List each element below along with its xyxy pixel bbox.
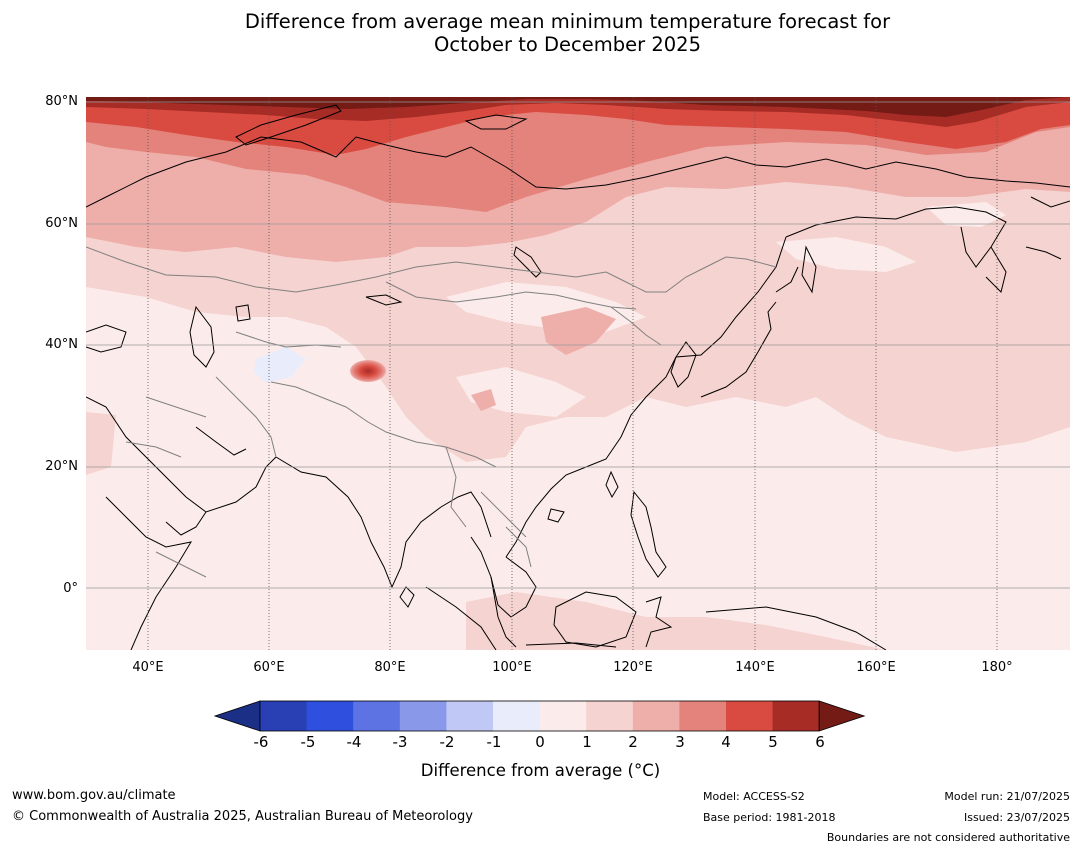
lon-label-120e: 120°E [613, 660, 653, 675]
colorbar-tick: 5 [768, 733, 778, 751]
anomaly-band-1-2-tropics [466, 592, 886, 650]
footer-copyright: © Commonwealth of Australia 2025, Austra… [12, 809, 473, 824]
colorbar-segment [493, 701, 540, 731]
colorbar-segment [306, 701, 354, 731]
coastlines [86, 104, 1070, 650]
colorbar-tick: 6 [815, 733, 825, 751]
lat-label-0: 0° [63, 581, 78, 596]
lon-label-80e: 80°E [374, 660, 406, 675]
colorbar-segment [679, 701, 727, 731]
footer-model: Model: ACCESS-S2 [703, 790, 805, 803]
colorbar-tick: 0 [535, 733, 545, 751]
anomaly-band-2-3-china [541, 307, 616, 355]
lon-label-160e: 160°E [856, 660, 896, 675]
lon-label-100e: 100°E [492, 660, 532, 675]
graticule-parallels [86, 101, 1070, 589]
colorbar-tick: -6 [253, 733, 269, 751]
lon-label-60e: 60°E [253, 660, 285, 675]
colorbar-tick: -5 [300, 733, 316, 751]
colorbar-tick: 4 [721, 733, 731, 751]
colorbar-segment [772, 701, 820, 731]
colorbar-segment [399, 701, 447, 731]
colorbar-segment [586, 701, 634, 731]
graticule-meridians [147, 97, 998, 650]
colorbar-segment [726, 701, 773, 731]
country-borders [86, 246, 777, 578]
title-line-2: October to December 2025 [434, 33, 701, 56]
colorbar-extend-high [818, 700, 866, 732]
anomaly-band-0-1-okhotsk [926, 202, 1006, 227]
footer-model-run: Model run: 21/07/2025 [944, 790, 1070, 803]
colorbar-tick: -4 [346, 733, 362, 751]
colorbar-label: Difference from average (°C) [420, 761, 661, 780]
colorbar-extend-low [214, 700, 261, 732]
colorbar-frame [259, 700, 820, 732]
title-line-1: Difference from average mean minimum tem… [244, 10, 891, 33]
footer-issued: Issued: 23/07/2025 [963, 811, 1070, 824]
colorbar-tick: -1 [486, 733, 502, 751]
colorbar-segment [353, 701, 401, 731]
colorbar-tick: 1 [582, 733, 592, 751]
anomaly-band-0-1-amur [776, 237, 916, 272]
lon-label-180: 180° [981, 660, 1013, 675]
colorbar-segment [260, 701, 307, 731]
forecast-map [86, 97, 1070, 650]
lon-label-140e: 140°E [735, 660, 775, 675]
lon-label-40e: 40°E [132, 660, 164, 675]
footer-disclaimer: Boundaries are not considered authoritat… [826, 831, 1070, 844]
colorbar-segment [632, 701, 680, 731]
colorbar-tick: -2 [439, 733, 455, 751]
lat-label-80n: 80°N [45, 94, 78, 109]
anomaly-band-neg-1-0 [254, 347, 306, 383]
colorbar-tick: 2 [628, 733, 638, 751]
colorbar-segment [539, 701, 587, 731]
lat-label-60n: 60°N [45, 216, 78, 231]
anomaly-band-2-3-tibet [471, 389, 496, 411]
colorbar-tick: 3 [675, 733, 685, 751]
colorbar [214, 700, 866, 732]
lat-label-40n: 40°N [45, 337, 78, 352]
anomaly-hotspot [350, 360, 386, 382]
footer-website: www.bom.gov.au/climate [12, 788, 176, 803]
lat-label-20n: 20°N [45, 459, 78, 474]
colorbar-segment [446, 701, 494, 731]
colorbar-tick: -3 [392, 733, 408, 751]
footer-base-period: Base period: 1981-2018 [703, 811, 836, 824]
map-title: Difference from average mean minimum tem… [0, 10, 1081, 56]
anomaly-band-1-2-west [86, 412, 116, 475]
